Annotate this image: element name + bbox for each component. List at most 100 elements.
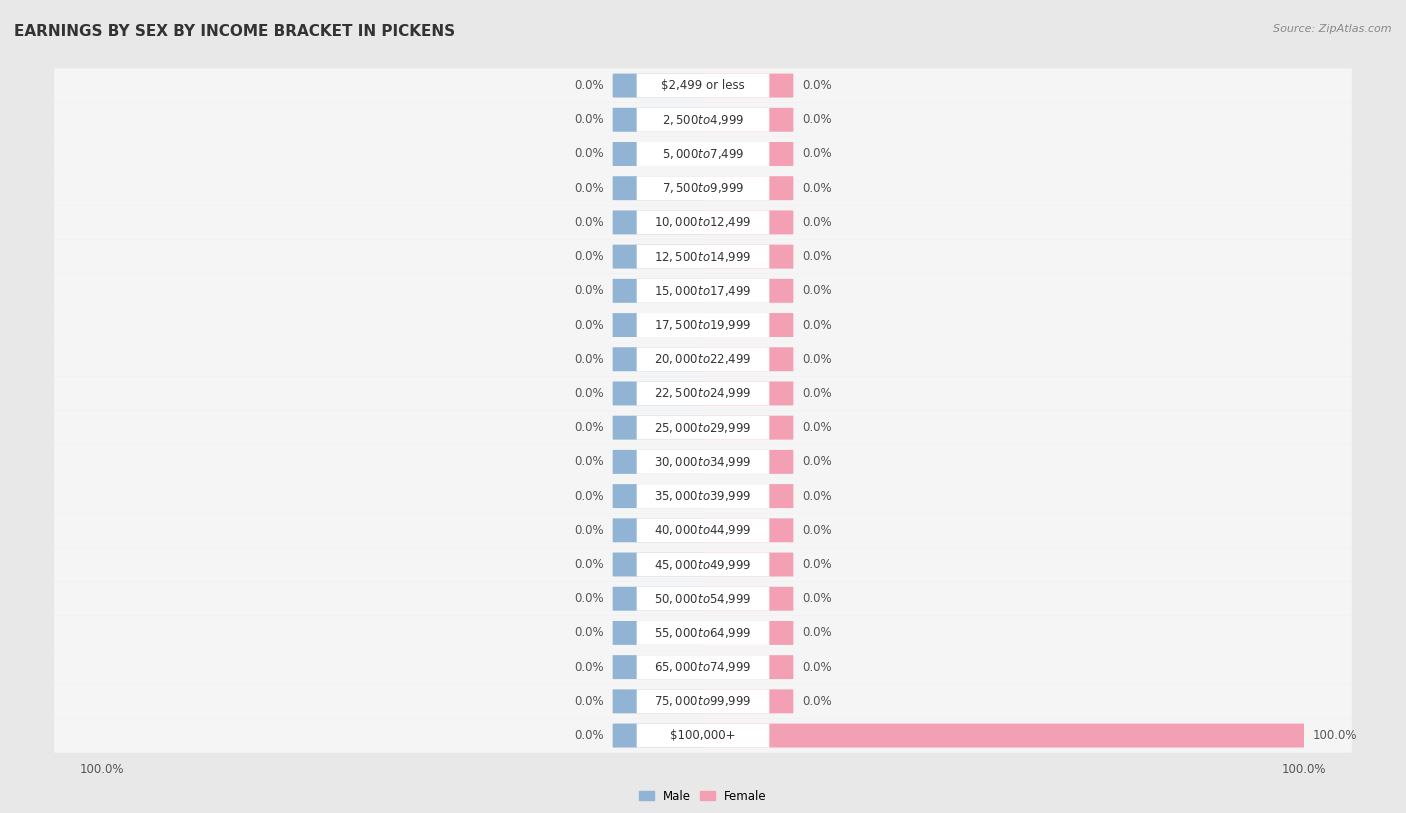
Text: 0.0%: 0.0%	[801, 489, 832, 502]
FancyBboxPatch shape	[703, 689, 793, 713]
FancyBboxPatch shape	[55, 445, 1351, 479]
Text: 0.0%: 0.0%	[574, 353, 605, 366]
FancyBboxPatch shape	[613, 553, 703, 576]
FancyBboxPatch shape	[637, 381, 769, 406]
FancyBboxPatch shape	[613, 381, 703, 406]
Text: $20,000 to $22,499: $20,000 to $22,499	[654, 352, 752, 366]
Text: 0.0%: 0.0%	[801, 216, 832, 229]
Text: 0.0%: 0.0%	[574, 147, 605, 160]
Text: 0.0%: 0.0%	[801, 558, 832, 571]
Text: $100,000+: $100,000+	[671, 729, 735, 742]
FancyBboxPatch shape	[613, 142, 703, 166]
FancyBboxPatch shape	[637, 313, 769, 337]
FancyBboxPatch shape	[55, 206, 1351, 240]
FancyBboxPatch shape	[703, 347, 793, 372]
Text: $7,500 to $9,999: $7,500 to $9,999	[662, 181, 744, 195]
Text: $40,000 to $44,999: $40,000 to $44,999	[654, 524, 752, 537]
FancyBboxPatch shape	[55, 240, 1351, 274]
Text: 0.0%: 0.0%	[801, 285, 832, 298]
FancyBboxPatch shape	[703, 74, 793, 98]
FancyBboxPatch shape	[613, 176, 703, 200]
FancyBboxPatch shape	[55, 411, 1351, 445]
Text: 0.0%: 0.0%	[801, 695, 832, 708]
FancyBboxPatch shape	[613, 621, 703, 645]
FancyBboxPatch shape	[613, 313, 703, 337]
Text: $75,000 to $99,999: $75,000 to $99,999	[654, 694, 752, 708]
Text: 0.0%: 0.0%	[801, 113, 832, 126]
Text: 0.0%: 0.0%	[574, 524, 605, 537]
Text: 0.0%: 0.0%	[574, 319, 605, 332]
FancyBboxPatch shape	[703, 245, 793, 268]
FancyBboxPatch shape	[637, 415, 769, 440]
Text: 0.0%: 0.0%	[574, 285, 605, 298]
FancyBboxPatch shape	[703, 313, 793, 337]
Text: 0.0%: 0.0%	[574, 250, 605, 263]
FancyBboxPatch shape	[637, 108, 769, 132]
FancyBboxPatch shape	[637, 279, 769, 302]
FancyBboxPatch shape	[613, 74, 703, 98]
Text: $30,000 to $34,999: $30,000 to $34,999	[654, 455, 752, 469]
Text: $50,000 to $54,999: $50,000 to $54,999	[654, 592, 752, 606]
Text: $35,000 to $39,999: $35,000 to $39,999	[654, 489, 752, 503]
Text: $10,000 to $12,499: $10,000 to $12,499	[654, 215, 752, 229]
FancyBboxPatch shape	[637, 621, 769, 645]
FancyBboxPatch shape	[637, 176, 769, 200]
FancyBboxPatch shape	[637, 724, 769, 747]
FancyBboxPatch shape	[613, 724, 703, 747]
FancyBboxPatch shape	[637, 689, 769, 713]
Text: 0.0%: 0.0%	[574, 661, 605, 674]
Text: $2,499 or less: $2,499 or less	[661, 79, 745, 92]
Text: 0.0%: 0.0%	[801, 181, 832, 194]
Text: 0.0%: 0.0%	[801, 421, 832, 434]
FancyBboxPatch shape	[637, 519, 769, 542]
Text: $25,000 to $29,999: $25,000 to $29,999	[654, 420, 752, 435]
Text: $65,000 to $74,999: $65,000 to $74,999	[654, 660, 752, 674]
Text: 0.0%: 0.0%	[574, 627, 605, 640]
FancyBboxPatch shape	[637, 142, 769, 166]
FancyBboxPatch shape	[703, 142, 793, 166]
Text: 0.0%: 0.0%	[801, 455, 832, 468]
FancyBboxPatch shape	[55, 685, 1351, 719]
Text: 0.0%: 0.0%	[574, 729, 605, 742]
FancyBboxPatch shape	[55, 615, 1351, 650]
FancyBboxPatch shape	[613, 245, 703, 268]
FancyBboxPatch shape	[613, 415, 703, 440]
Text: $5,000 to $7,499: $5,000 to $7,499	[662, 147, 744, 161]
FancyBboxPatch shape	[55, 137, 1351, 171]
Text: $22,500 to $24,999: $22,500 to $24,999	[654, 386, 752, 401]
FancyBboxPatch shape	[703, 211, 793, 234]
FancyBboxPatch shape	[55, 68, 1351, 102]
Text: $17,500 to $19,999: $17,500 to $19,999	[654, 318, 752, 332]
FancyBboxPatch shape	[613, 211, 703, 234]
Text: 0.0%: 0.0%	[801, 353, 832, 366]
FancyBboxPatch shape	[703, 381, 793, 406]
Text: 0.0%: 0.0%	[801, 147, 832, 160]
FancyBboxPatch shape	[637, 245, 769, 268]
Text: 0.0%: 0.0%	[574, 181, 605, 194]
Text: 0.0%: 0.0%	[801, 661, 832, 674]
FancyBboxPatch shape	[613, 655, 703, 679]
FancyBboxPatch shape	[637, 587, 769, 611]
Text: 0.0%: 0.0%	[574, 695, 605, 708]
FancyBboxPatch shape	[613, 279, 703, 302]
FancyBboxPatch shape	[55, 650, 1351, 685]
Text: $2,500 to $4,999: $2,500 to $4,999	[662, 113, 744, 127]
Text: 0.0%: 0.0%	[801, 627, 832, 640]
FancyBboxPatch shape	[703, 621, 793, 645]
FancyBboxPatch shape	[613, 484, 703, 508]
FancyBboxPatch shape	[703, 279, 793, 302]
FancyBboxPatch shape	[703, 655, 793, 679]
FancyBboxPatch shape	[613, 108, 703, 132]
Text: 0.0%: 0.0%	[574, 558, 605, 571]
Text: Source: ZipAtlas.com: Source: ZipAtlas.com	[1274, 24, 1392, 34]
Legend: Male, Female: Male, Female	[640, 789, 766, 802]
FancyBboxPatch shape	[637, 211, 769, 234]
FancyBboxPatch shape	[637, 655, 769, 679]
FancyBboxPatch shape	[55, 479, 1351, 513]
FancyBboxPatch shape	[637, 74, 769, 98]
FancyBboxPatch shape	[637, 484, 769, 508]
Text: 100.0%: 100.0%	[1313, 729, 1357, 742]
FancyBboxPatch shape	[55, 308, 1351, 342]
Text: EARNINGS BY SEX BY INCOME BRACKET IN PICKENS: EARNINGS BY SEX BY INCOME BRACKET IN PIC…	[14, 24, 456, 39]
FancyBboxPatch shape	[637, 347, 769, 372]
